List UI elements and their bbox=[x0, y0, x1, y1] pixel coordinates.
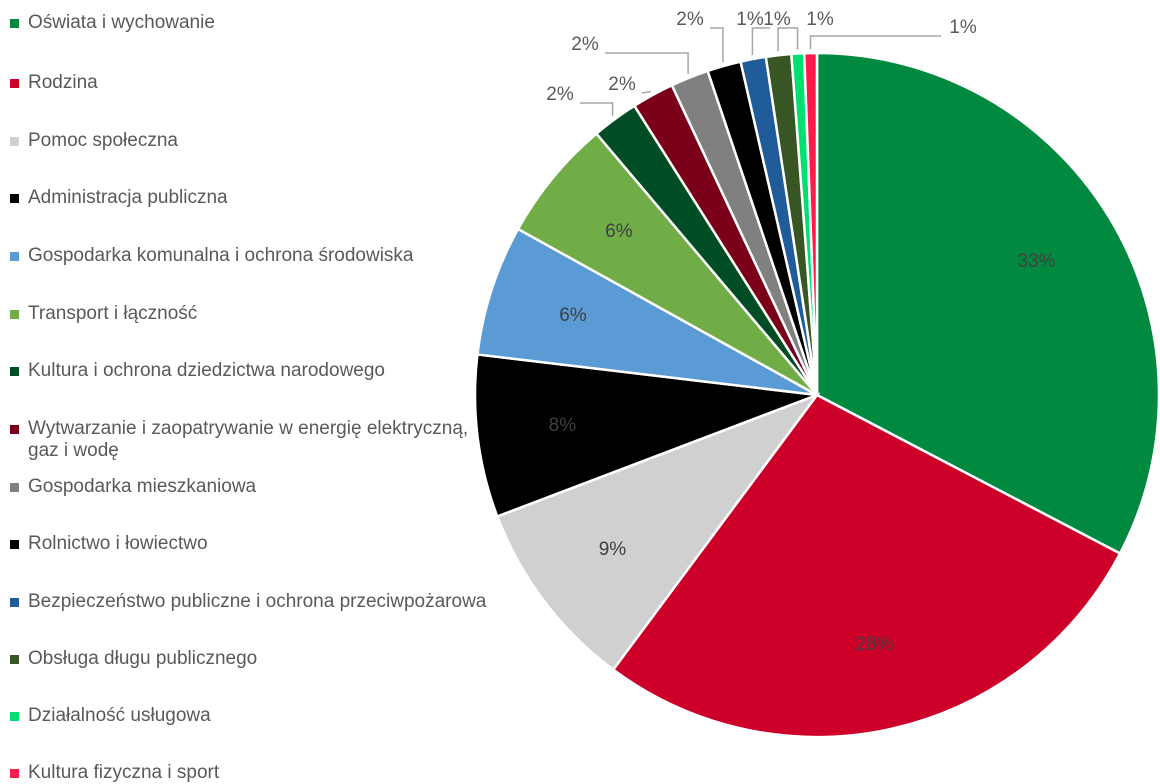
leader-line bbox=[605, 53, 688, 74]
data-label: 33% bbox=[1017, 251, 1055, 272]
leader-line bbox=[752, 28, 770, 55]
leader-line bbox=[580, 103, 613, 116]
leader-line bbox=[811, 36, 941, 49]
leader-line bbox=[710, 28, 723, 62]
leader-line bbox=[778, 28, 797, 51]
data-label: 2% bbox=[676, 9, 704, 30]
data-label: 6% bbox=[559, 305, 587, 326]
data-label: 2% bbox=[608, 74, 636, 95]
data-label: 2% bbox=[571, 34, 599, 55]
data-label: 2% bbox=[546, 84, 574, 105]
data-label: 8% bbox=[549, 415, 577, 436]
data-label: 6% bbox=[605, 221, 633, 242]
leader-line bbox=[642, 91, 651, 93]
data-label: 1% bbox=[736, 9, 764, 30]
data-label: 28% bbox=[855, 634, 893, 655]
data-label: 1% bbox=[949, 17, 977, 38]
data-label: 1% bbox=[763, 9, 791, 30]
data-label: 9% bbox=[599, 539, 627, 560]
data-label: 1% bbox=[806, 9, 834, 30]
